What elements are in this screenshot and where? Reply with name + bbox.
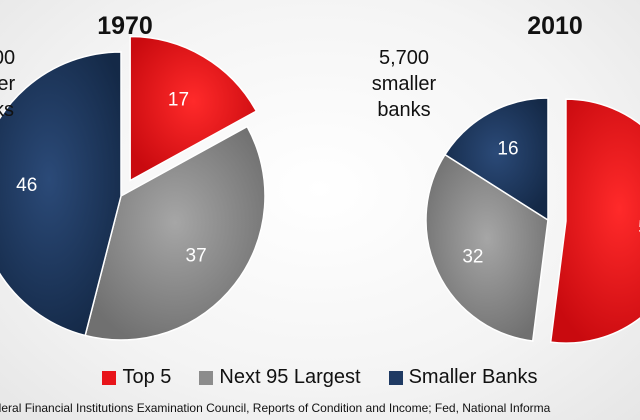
source-note: ederal Financial Institutions Examinatio… — [0, 401, 551, 415]
pie-slice-1970-smaller-banks — [0, 51, 122, 337]
legend-label-top-5: Top 5 — [122, 366, 172, 388]
pie-1970-callout: 00 ler ks — [0, 47, 15, 121]
pie-1970: 17 37 46 — [0, 35, 266, 341]
chart-legend: Top 5 Next 95 Largest Smaller Banks — [0, 366, 640, 389]
pie-2010: 52 32 16 — [425, 97, 640, 344]
pie-slice-1970-next-95-largest — [84, 125, 266, 341]
pie-2010-title: 2010 — [527, 12, 583, 40]
legend-swatch-top-5 — [102, 370, 117, 385]
legend-label-smaller-banks: Smaller Banks — [408, 366, 538, 388]
callout-line-3: banks — [377, 99, 430, 121]
pie-slice-label-2010-top-5: 52 — [638, 217, 640, 238]
legend-item-next-95: Next 95 Largest — [199, 366, 361, 389]
pie-slice-label-2010-next-95-largest: 32 — [462, 246, 483, 267]
callout-line-3: ks — [0, 99, 14, 121]
pie-slice-label-1970-top-5: 17 — [168, 90, 189, 111]
pie-1970-title: 1970 — [97, 12, 153, 40]
pie-slice-2010-top-5 — [549, 98, 640, 344]
legend-swatch-smaller-banks — [388, 370, 403, 385]
callout-line-1: 00 — [0, 47, 15, 69]
pie-2010-callout: 5,700 smaller banks — [372, 47, 437, 121]
legend-item-smaller-banks: Smaller Banks — [388, 366, 538, 389]
pie-slice-1970-top-5 — [129, 35, 258, 182]
pie-slice-label-2010-smaller-banks: 16 — [497, 138, 518, 159]
pie-slice-label-1970-smaller-banks: 46 — [16, 175, 37, 196]
pie-slice-label-1970-next-95-largest: 37 — [186, 245, 207, 266]
legend-swatch-next-95 — [199, 370, 214, 385]
callout-line-1: 5,700 — [379, 47, 429, 69]
legend-item-top-5: Top 5 — [102, 366, 171, 389]
callout-line-2: smaller — [372, 73, 437, 95]
pie-slice-2010-smaller-banks — [443, 97, 549, 222]
legend-label-next-95: Next 95 Largest — [219, 366, 361, 388]
callout-line-2: ler — [0, 73, 15, 95]
